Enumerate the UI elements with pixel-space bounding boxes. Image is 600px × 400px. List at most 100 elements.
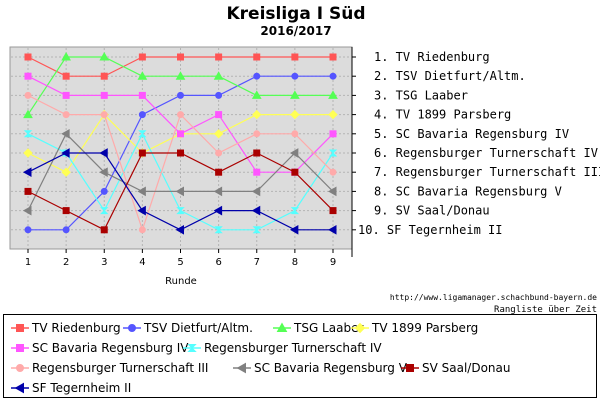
data-point xyxy=(138,91,146,99)
rank-label: 9. SV Saal/Donau xyxy=(374,204,490,218)
legend-swatch xyxy=(351,322,369,334)
data-point xyxy=(138,226,146,234)
data-point xyxy=(215,149,223,157)
data-point xyxy=(62,72,70,80)
series-1 xyxy=(24,53,337,80)
x-tick-label: 9 xyxy=(330,257,336,268)
data-point xyxy=(61,51,71,61)
data-point xyxy=(138,149,146,157)
data-point xyxy=(62,91,70,99)
rank-label: 10. SF Tegernheim II xyxy=(358,223,503,237)
legend-label: TV 1899 Parsberg xyxy=(372,321,479,335)
legend-label: SV Saal/Donau xyxy=(422,361,511,375)
footer-url: http://www.ligamanager.schachbund-bayern… xyxy=(390,293,597,302)
data-point xyxy=(138,130,147,138)
data-point xyxy=(291,130,299,138)
data-point xyxy=(329,72,337,80)
rank-label: 7. Regensburger Turnerschaft III xyxy=(374,165,600,179)
legend-item: TSV Dietfurt/Altm. xyxy=(122,319,253,337)
rank-label: 8. SC Bavaria Regensburg V xyxy=(374,184,562,198)
x-tick-label: 5 xyxy=(177,257,183,268)
data-point xyxy=(100,187,108,195)
data-point xyxy=(100,72,108,80)
data-point xyxy=(24,187,32,195)
x-tick-label: 7 xyxy=(254,257,260,268)
data-point xyxy=(62,226,70,234)
legend-item: SC Bavaria Regensburg V xyxy=(232,359,407,377)
data-point xyxy=(22,167,32,178)
data-point xyxy=(290,207,300,215)
data-point xyxy=(328,109,338,120)
chart-subtitle: 2016/2017 xyxy=(260,24,331,38)
legend-swatch xyxy=(273,322,291,332)
legend-marker xyxy=(276,322,288,332)
legend-swatch xyxy=(11,324,29,332)
data-point xyxy=(291,168,299,176)
data-point xyxy=(329,207,337,215)
data-point xyxy=(23,109,33,119)
legend-label: TSV Dietfurt/Altm. xyxy=(144,321,253,335)
legend-marker xyxy=(14,382,24,394)
legend-label: SC Bavaria Regensburg V xyxy=(254,361,407,375)
x-axis: 1 2 3 4 5 6 7 8 9 xyxy=(25,249,336,268)
data-point xyxy=(329,130,337,138)
data-point xyxy=(177,130,184,138)
data-point xyxy=(290,90,300,99)
data-point xyxy=(177,111,184,119)
data-point xyxy=(177,53,184,61)
data-point xyxy=(328,149,338,157)
series-10 xyxy=(22,148,337,235)
data-point xyxy=(175,224,184,235)
legend-marker xyxy=(128,324,136,332)
legend-item: TV 1899 Parsberg xyxy=(350,319,478,337)
legend-swatch xyxy=(183,344,201,352)
data-point xyxy=(24,53,32,61)
legend-label: TSG Laaber xyxy=(294,321,364,335)
data-point xyxy=(289,224,299,235)
rank-label: 4. TV 1899 Parsberg xyxy=(374,108,511,122)
data-point xyxy=(253,72,261,80)
data-point xyxy=(175,71,186,80)
data-point xyxy=(327,224,337,235)
data-point xyxy=(290,109,300,120)
data-point xyxy=(253,53,261,61)
data-point xyxy=(253,130,261,138)
rank-label: 1. TV Riedenburg xyxy=(374,50,490,64)
legend-swatch xyxy=(11,344,29,352)
data-point xyxy=(215,53,223,61)
series-3 xyxy=(23,51,338,119)
data-point xyxy=(138,111,146,119)
legend-label: Regensburger Turnerschaft III xyxy=(32,361,209,375)
rank-label: 2. TSV Dietfurt/Altm. xyxy=(374,69,526,83)
legend-item: Regensburger Turnerschaft IV xyxy=(182,339,382,357)
data-point xyxy=(213,129,224,139)
legend-item: TSG Laaber xyxy=(272,319,363,337)
data-point xyxy=(22,205,32,216)
series-layer xyxy=(22,51,338,235)
series-6 xyxy=(23,130,338,234)
legend-swatch xyxy=(11,364,29,372)
data-point xyxy=(176,207,185,215)
x-axis-label: Runde xyxy=(165,276,197,287)
legend-item: SC Bavaria Regensburg IV xyxy=(10,339,188,357)
data-point xyxy=(253,149,261,157)
rank-label: 3. TSG Laaber xyxy=(374,88,468,102)
data-point xyxy=(253,168,261,176)
data-point xyxy=(100,91,108,99)
legend-item: TV Riedenburg xyxy=(10,319,121,337)
data-point xyxy=(251,186,261,197)
data-point xyxy=(289,148,299,158)
data-point xyxy=(329,53,337,61)
chart-title: Kreisliga I Süd xyxy=(226,4,365,24)
data-point xyxy=(100,207,109,215)
legend-marker xyxy=(354,322,366,334)
data-point xyxy=(61,128,70,139)
legend-marker xyxy=(16,324,24,332)
data-point xyxy=(100,111,108,119)
data-point xyxy=(100,226,108,234)
legend-swatch xyxy=(123,324,141,332)
x-tick-label: 8 xyxy=(292,257,298,268)
legend: TV Riedenburg TSV Dietfurt/Altm. TSG Laabe… xyxy=(3,314,597,398)
data-point xyxy=(137,205,146,216)
legend-marker xyxy=(16,344,24,352)
